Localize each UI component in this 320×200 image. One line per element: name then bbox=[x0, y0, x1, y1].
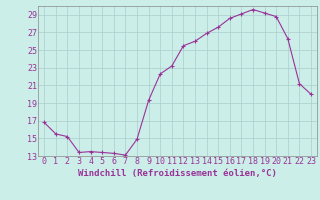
X-axis label: Windchill (Refroidissement éolien,°C): Windchill (Refroidissement éolien,°C) bbox=[78, 169, 277, 178]
